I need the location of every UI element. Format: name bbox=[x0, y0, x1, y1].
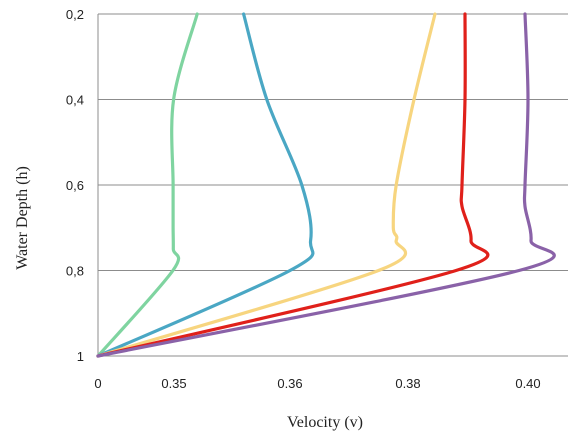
series-line-4 bbox=[96, 12, 490, 358]
y-tick-label: 0,4 bbox=[66, 93, 84, 108]
y-tick-label: 0,6 bbox=[66, 178, 84, 193]
y-axis-tick-labels: 0,2 0,4 0,6 0,8 1 bbox=[66, 7, 84, 364]
y-tick-label: 0,2 bbox=[66, 7, 84, 22]
y-axis-title: Water Depth (h) bbox=[14, 166, 31, 270]
series-line-1 bbox=[96, 12, 199, 358]
x-tick-label: 0.40 bbox=[515, 376, 540, 391]
x-tick-label: 0.35 bbox=[161, 376, 186, 391]
series-lines bbox=[96, 12, 556, 358]
x-tick-label: 0 bbox=[94, 376, 101, 391]
y-tick-label: 1 bbox=[77, 349, 84, 364]
series-line-5 bbox=[96, 12, 556, 358]
series-line-2 bbox=[96, 12, 315, 358]
x-tick-label: 0.38 bbox=[395, 376, 420, 391]
x-tick-label: 0.36 bbox=[277, 376, 302, 391]
y-tick-label: 0,8 bbox=[66, 264, 84, 279]
x-axis-tick-labels: 0 0.35 0.36 0.38 0.40 bbox=[94, 376, 540, 391]
x-axis-title: Velocity (v) bbox=[287, 414, 363, 431]
series-line-3 bbox=[96, 12, 437, 358]
grid-lines bbox=[97, 13, 568, 357]
